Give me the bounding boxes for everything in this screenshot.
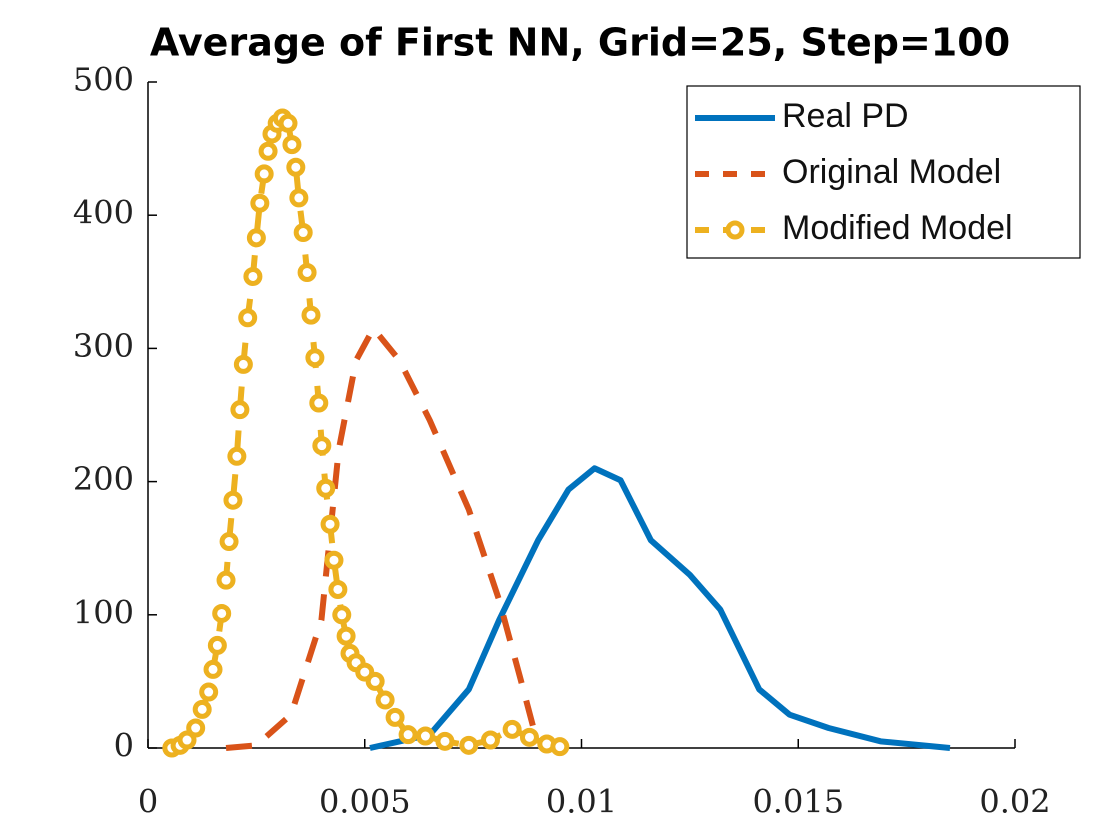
data-point (550, 737, 570, 757)
y-tick-label: 0 (114, 727, 134, 765)
data-point (289, 188, 309, 208)
data-point (320, 514, 340, 534)
data-point (278, 113, 298, 133)
legend-label: Original Model (782, 153, 1001, 191)
data-point (312, 436, 332, 456)
data-point (286, 157, 306, 177)
data-point (207, 635, 227, 655)
legend-marker (725, 220, 745, 240)
data-point (216, 570, 236, 590)
x-tick-label: 0.015 (752, 783, 844, 821)
data-point (203, 659, 223, 679)
data-point (316, 478, 336, 498)
data-point (233, 354, 253, 374)
data-point (258, 141, 278, 161)
data-point (243, 266, 263, 286)
data-point (227, 446, 247, 466)
x-tick-label: 0.01 (546, 783, 617, 821)
data-point (238, 308, 258, 328)
series-line (369, 465, 951, 751)
data-point (199, 682, 219, 702)
data-point (305, 348, 325, 368)
data-point (519, 727, 539, 747)
data-point (398, 725, 418, 745)
data-point (223, 490, 243, 510)
chart-title: Average of First NN, Grid=25, Step=100 (150, 21, 1010, 65)
legend-label: Real PD (782, 97, 909, 135)
x-tick-label: 0.02 (979, 783, 1050, 821)
y-tick-label: 400 (73, 194, 134, 232)
data-point (459, 735, 479, 755)
series-line (170, 114, 561, 751)
y-tick-label: 100 (73, 593, 134, 631)
y-tick-label: 300 (73, 327, 134, 365)
series-line (225, 325, 550, 751)
data-point (480, 730, 500, 750)
y-tick-label: 200 (73, 460, 134, 498)
data-point (415, 726, 435, 746)
data-point (375, 690, 395, 710)
data-point (250, 193, 270, 213)
data-point (177, 730, 197, 750)
data-point (293, 223, 313, 243)
data-point (309, 393, 329, 413)
data-point (246, 228, 266, 248)
data-point (192, 699, 212, 719)
legend-label: Modified Model (782, 209, 1013, 247)
x-tick-label: 0 (138, 783, 158, 821)
data-point (332, 605, 352, 625)
data-point (324, 550, 344, 570)
data-point (301, 305, 321, 325)
y-tick-label: 500 (73, 61, 134, 99)
data-point (365, 671, 385, 691)
data-point (336, 626, 356, 646)
data-point (282, 135, 302, 155)
data-point (186, 718, 206, 738)
data-point (254, 164, 274, 184)
data-point (212, 603, 232, 623)
data-point (328, 579, 348, 599)
data-point (502, 719, 522, 739)
data-point (435, 731, 455, 751)
data-point (230, 400, 250, 420)
data-point (297, 262, 317, 282)
data-point (385, 707, 405, 727)
x-tick-label: 0.005 (319, 783, 411, 821)
data-point (219, 532, 239, 552)
